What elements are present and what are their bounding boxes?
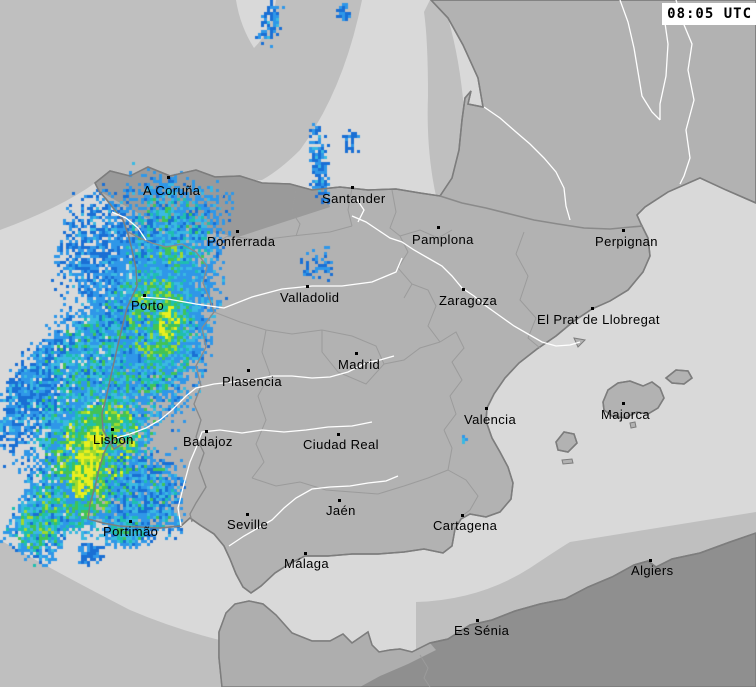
region-border (321, 329, 385, 385)
city-label: Ponferrada (207, 234, 276, 249)
city-label: Zaragoza (439, 293, 498, 308)
region-border (227, 225, 353, 241)
river (140, 257, 403, 309)
city-marker (167, 176, 170, 179)
coastline (664, 369, 693, 385)
region-border (389, 189, 401, 237)
city-label: Lisbon (93, 432, 134, 447)
country-border (439, 195, 644, 230)
region-border (383, 341, 441, 365)
city-marker (143, 294, 146, 297)
coastline (555, 431, 578, 453)
city-label: Jaén (326, 503, 356, 518)
city-marker (304, 552, 307, 555)
city-marker (246, 513, 249, 516)
city-marker (247, 369, 250, 372)
city-label: Ciudad Real (303, 437, 379, 452)
timestamp-badge: 08:05 UTC (662, 3, 756, 25)
region-border (251, 329, 271, 479)
city-marker (622, 229, 625, 232)
city-marker (485, 407, 488, 410)
river (659, 15, 669, 120)
city-marker (462, 288, 465, 291)
city-label: Málaga (284, 556, 330, 571)
river (228, 475, 399, 547)
city-label: Valladolid (280, 290, 340, 305)
city-label: Plasencia (222, 374, 282, 389)
region-border (447, 469, 479, 517)
region-border (439, 331, 465, 431)
region-border (347, 187, 353, 227)
city-marker (338, 499, 341, 502)
city-marker (461, 514, 464, 517)
portugal-spain-border (127, 231, 215, 523)
city-label: Pamplona (412, 232, 474, 247)
city-label: Santander (322, 191, 386, 206)
region-border (397, 235, 441, 343)
region-border (251, 469, 449, 495)
city-marker (306, 285, 309, 288)
region-border (399, 229, 453, 239)
city-label: Seville (227, 517, 269, 532)
city-marker (337, 433, 340, 436)
city-label: Portimão (103, 524, 159, 539)
river (355, 197, 365, 223)
city-marker (351, 186, 354, 189)
region-border (291, 188, 301, 237)
coastline (218, 532, 756, 687)
city-marker (622, 402, 625, 405)
city-label: Majorca (601, 407, 651, 422)
city-label: Algiers (631, 563, 674, 578)
city-label: Perpignan (595, 234, 658, 249)
city-label: Badajoz (183, 434, 233, 449)
city-label: A Coruña (143, 183, 201, 198)
city-label: Valencia (464, 412, 517, 427)
coastline (87, 0, 756, 594)
region-border (419, 654, 431, 687)
city-marker (591, 307, 594, 310)
city-label: Es Sénia (454, 623, 510, 638)
river (483, 106, 571, 221)
city-label: Madrid (338, 357, 381, 372)
city-marker (437, 226, 440, 229)
city-label: Cartagena (433, 518, 498, 533)
river (675, 0, 695, 185)
city-marker (355, 352, 358, 355)
region-border (443, 429, 453, 471)
river (619, 0, 661, 121)
river (115, 355, 395, 439)
city-label: Porto (131, 298, 165, 313)
city-marker (236, 230, 239, 233)
city-marker (649, 559, 652, 562)
city-marker (111, 428, 114, 431)
river (177, 421, 373, 527)
city-label: El Prat de Llobregat (537, 312, 660, 327)
city-marker (205, 430, 208, 433)
region-border (515, 231, 541, 349)
coastline (602, 380, 665, 419)
region-border (214, 186, 229, 244)
river (111, 211, 147, 241)
city-marker (476, 619, 479, 622)
city-marker (129, 520, 132, 523)
